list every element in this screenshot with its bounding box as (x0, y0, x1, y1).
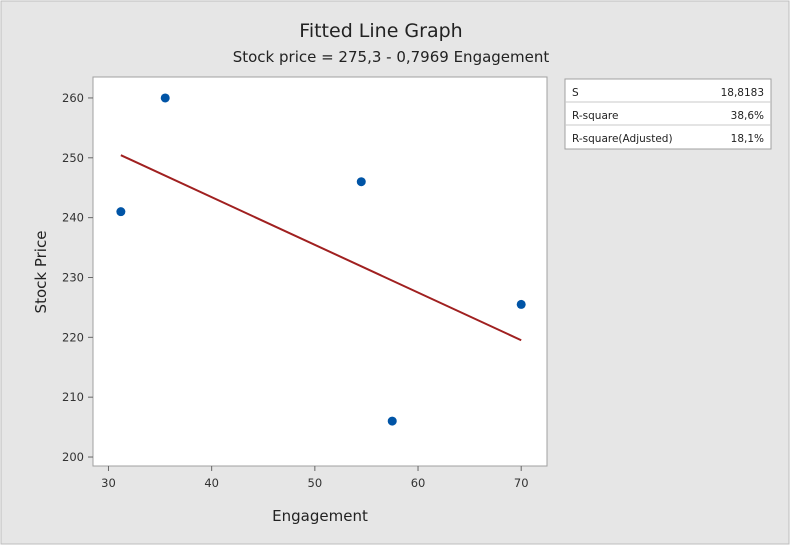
y-tick-label: 230 (62, 270, 84, 284)
x-tick-label: 40 (204, 476, 219, 490)
data-point (387, 416, 397, 426)
stats-table: S 18,8183 R-square 38,6% R-square(Adjust… (564, 78, 772, 150)
points-group (116, 93, 526, 426)
x-tick-label: 70 (514, 476, 529, 490)
x-tick-label: 30 (101, 476, 116, 490)
stats-value: 18,1% (731, 133, 764, 145)
y-tick-label: 210 (62, 390, 84, 404)
y-tick-label: 220 (62, 330, 84, 344)
stats-label: R-square(Adjusted) (572, 133, 673, 145)
data-point (116, 207, 126, 217)
x-axis-label: Engagement (272, 507, 368, 525)
stats-value: 18,8183 (721, 87, 764, 99)
plot-area (92, 76, 548, 467)
stats-label: S (572, 87, 579, 99)
stats-value: 38,6% (731, 110, 764, 122)
y-tick-label: 250 (62, 151, 84, 165)
chart-subtitle: Stock price = 275,3 - 0,7969 Engagement (233, 48, 550, 66)
fit-line (120, 154, 522, 342)
stats-table-frame (564, 78, 772, 150)
x-tick-label: 60 (411, 476, 426, 490)
chart-title: Fitted Line Graph (299, 20, 462, 42)
y-tick-label: 200 (62, 450, 84, 464)
y-axis-label: Stock Price (32, 231, 50, 314)
data-point (516, 299, 526, 309)
y-tick-label: 260 (62, 91, 84, 105)
y-tick-label: 240 (62, 211, 84, 225)
stats-label: R-square (572, 110, 618, 122)
fit-line-group (120, 154, 522, 342)
data-point (160, 93, 170, 103)
x-axis: 30 40 50 60 70 (101, 466, 529, 490)
data-point (356, 177, 366, 187)
x-tick-label: 50 (308, 476, 323, 490)
y-axis: 200 210 220 230 240 250 260 (62, 91, 93, 464)
